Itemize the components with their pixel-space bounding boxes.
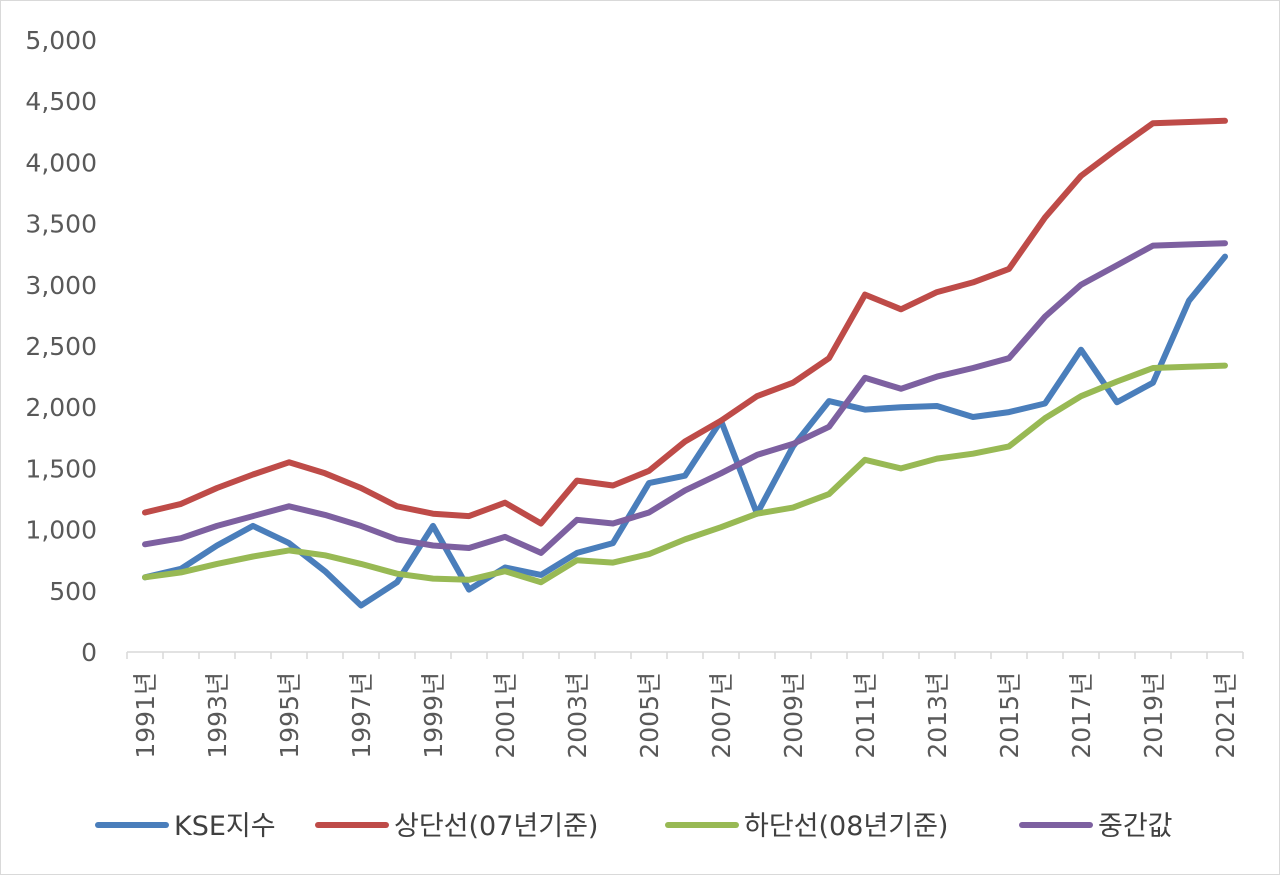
legend-label: KSE지수 (174, 811, 276, 842)
series-line-4 (142, 240, 1228, 556)
y-tick-label: 3,000 (25, 271, 97, 300)
legend-label: 상단선(07년기준) (394, 811, 598, 842)
x-tick-label: 1993년 (203, 672, 232, 759)
y-tick-label: 2,000 (25, 393, 97, 422)
x-tick-label: 2013년 (923, 672, 952, 759)
x-tick-label: 2001년 (491, 672, 520, 759)
y-tick-label: 1,500 (25, 454, 97, 483)
y-tick-label: 3,500 (25, 210, 97, 239)
y-tick-label: 1,000 (25, 516, 97, 545)
y-tick-label: 4,500 (25, 87, 97, 116)
x-tick-label: 2003년 (563, 672, 592, 759)
series-lines (142, 117, 1228, 609)
x-tick-label: 2009년 (779, 672, 808, 759)
series-line-2 (142, 117, 1228, 527)
series-line-1 (142, 253, 1228, 609)
x-tick-label: 2021년 (1211, 672, 1240, 759)
x-tick-label: 1999년 (419, 672, 448, 759)
legend-label: 중간값 (1098, 811, 1173, 842)
x-tick-label: 1991년 (131, 672, 160, 759)
x-tick-label: 2007년 (707, 672, 736, 759)
legend: KSE지수 상단선(07년기준) 하단선(08년기준) 중간값 (95, 811, 1173, 842)
x-tick-label: 2011년 (851, 672, 880, 759)
x-tick-label: 2017년 (1067, 672, 1096, 759)
y-axis-labels: 0 500 1,000 1,500 2,000 2,500 3,000 3,500 4,000 4… (25, 26, 97, 667)
y-tick-label: 0 (81, 638, 97, 667)
y-tick-label: 5,000 (25, 26, 97, 55)
y-tick-label: 500 (49, 577, 97, 606)
x-axis-ticks (126, 652, 1244, 659)
x-tick-label: 1995년 (275, 672, 304, 759)
x-tick-label: 2005년 (635, 672, 664, 759)
legend-label: 하단선(08년기준) (744, 811, 948, 842)
x-tick-label: 2015년 (995, 672, 1024, 759)
x-tick-label: 2019년 (1139, 672, 1168, 759)
series-line-3 (142, 362, 1228, 586)
y-tick-label: 4,000 (25, 148, 97, 177)
y-tick-label: 2,500 (25, 332, 97, 361)
x-tick-label: 1997년 (347, 672, 376, 759)
x-axis-labels: 1991년 1993년 1995년 1997년 1999년 2001년 2003년 2005년… (131, 672, 1240, 759)
